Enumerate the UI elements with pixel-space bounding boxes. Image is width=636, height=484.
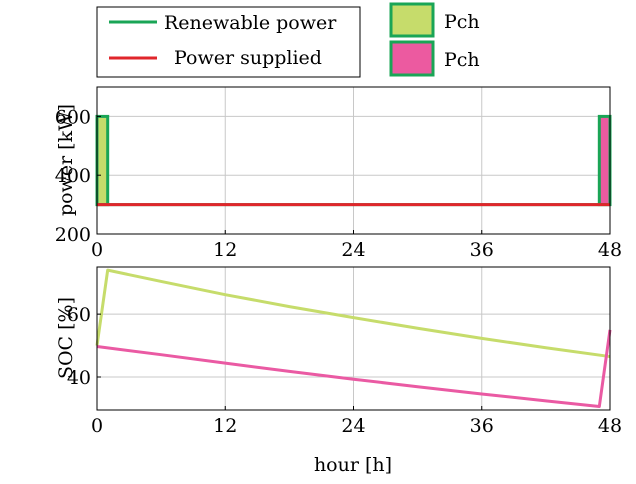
x-tick-label: 0 bbox=[91, 239, 103, 261]
soc-x-ticks: 0 12 24 36 48 bbox=[91, 406, 622, 437]
soc-panel: 0 12 24 36 48 40 60 SOC [%] hour [h] bbox=[55, 266, 622, 476]
x-tick-label: 0 bbox=[91, 415, 103, 437]
x-tick-label: 36 bbox=[470, 415, 494, 437]
legend-renewable-label: Renewable power bbox=[164, 12, 337, 34]
x-tick-label: 12 bbox=[213, 415, 237, 437]
y-tick-label: 60 bbox=[67, 304, 91, 326]
x-tick-label: 24 bbox=[341, 415, 365, 437]
pch-bar bbox=[597, 114, 612, 207]
x-tick-label: 48 bbox=[598, 239, 622, 261]
legend-pch-swatch-b bbox=[389, 40, 435, 77]
legend-pch-swatch-a bbox=[389, 2, 435, 38]
soc-line-b bbox=[96, 329, 612, 409]
y-tick-label: 200 bbox=[55, 224, 91, 246]
soc-marks bbox=[95, 268, 612, 409]
legend-pch-label-b: Pch bbox=[444, 49, 480, 71]
x-tick-label: 36 bbox=[470, 239, 494, 261]
soc-x-axis-label: hour [h] bbox=[314, 454, 392, 476]
power-y-ticks: 200 400 600 bbox=[55, 106, 101, 246]
y-tick-label: 40 bbox=[67, 367, 91, 389]
x-tick-label: 48 bbox=[598, 415, 622, 437]
legend-lines-frame bbox=[96, 6, 361, 78]
soc-grid bbox=[96, 267, 611, 410]
power-x-ticks: 0 12 24 36 48 bbox=[91, 230, 622, 261]
soc-y-axis-label: SOC [%] bbox=[55, 297, 77, 379]
x-tick-label: 12 bbox=[213, 239, 237, 261]
soc-line-a bbox=[95, 268, 611, 359]
power-panel: 0 12 24 36 48 200 400 600 power [kW] bbox=[55, 86, 622, 261]
legend-boxes: Pch Pch bbox=[389, 2, 480, 77]
legend-pch-label-a: Pch bbox=[444, 11, 480, 33]
x-tick-label: 24 bbox=[341, 239, 365, 261]
power-y-axis-label: power [kW] bbox=[55, 104, 77, 216]
legend-lines: Renewable power Power supplied bbox=[96, 6, 361, 78]
power-grid bbox=[96, 87, 611, 235]
legend-supplied-label: Power supplied bbox=[174, 47, 322, 69]
pch-bar bbox=[95, 114, 110, 207]
y-tick-label: 400 bbox=[55, 165, 91, 187]
y-tick-label: 600 bbox=[55, 106, 91, 128]
soc-y-ticks: 40 60 bbox=[67, 304, 101, 389]
